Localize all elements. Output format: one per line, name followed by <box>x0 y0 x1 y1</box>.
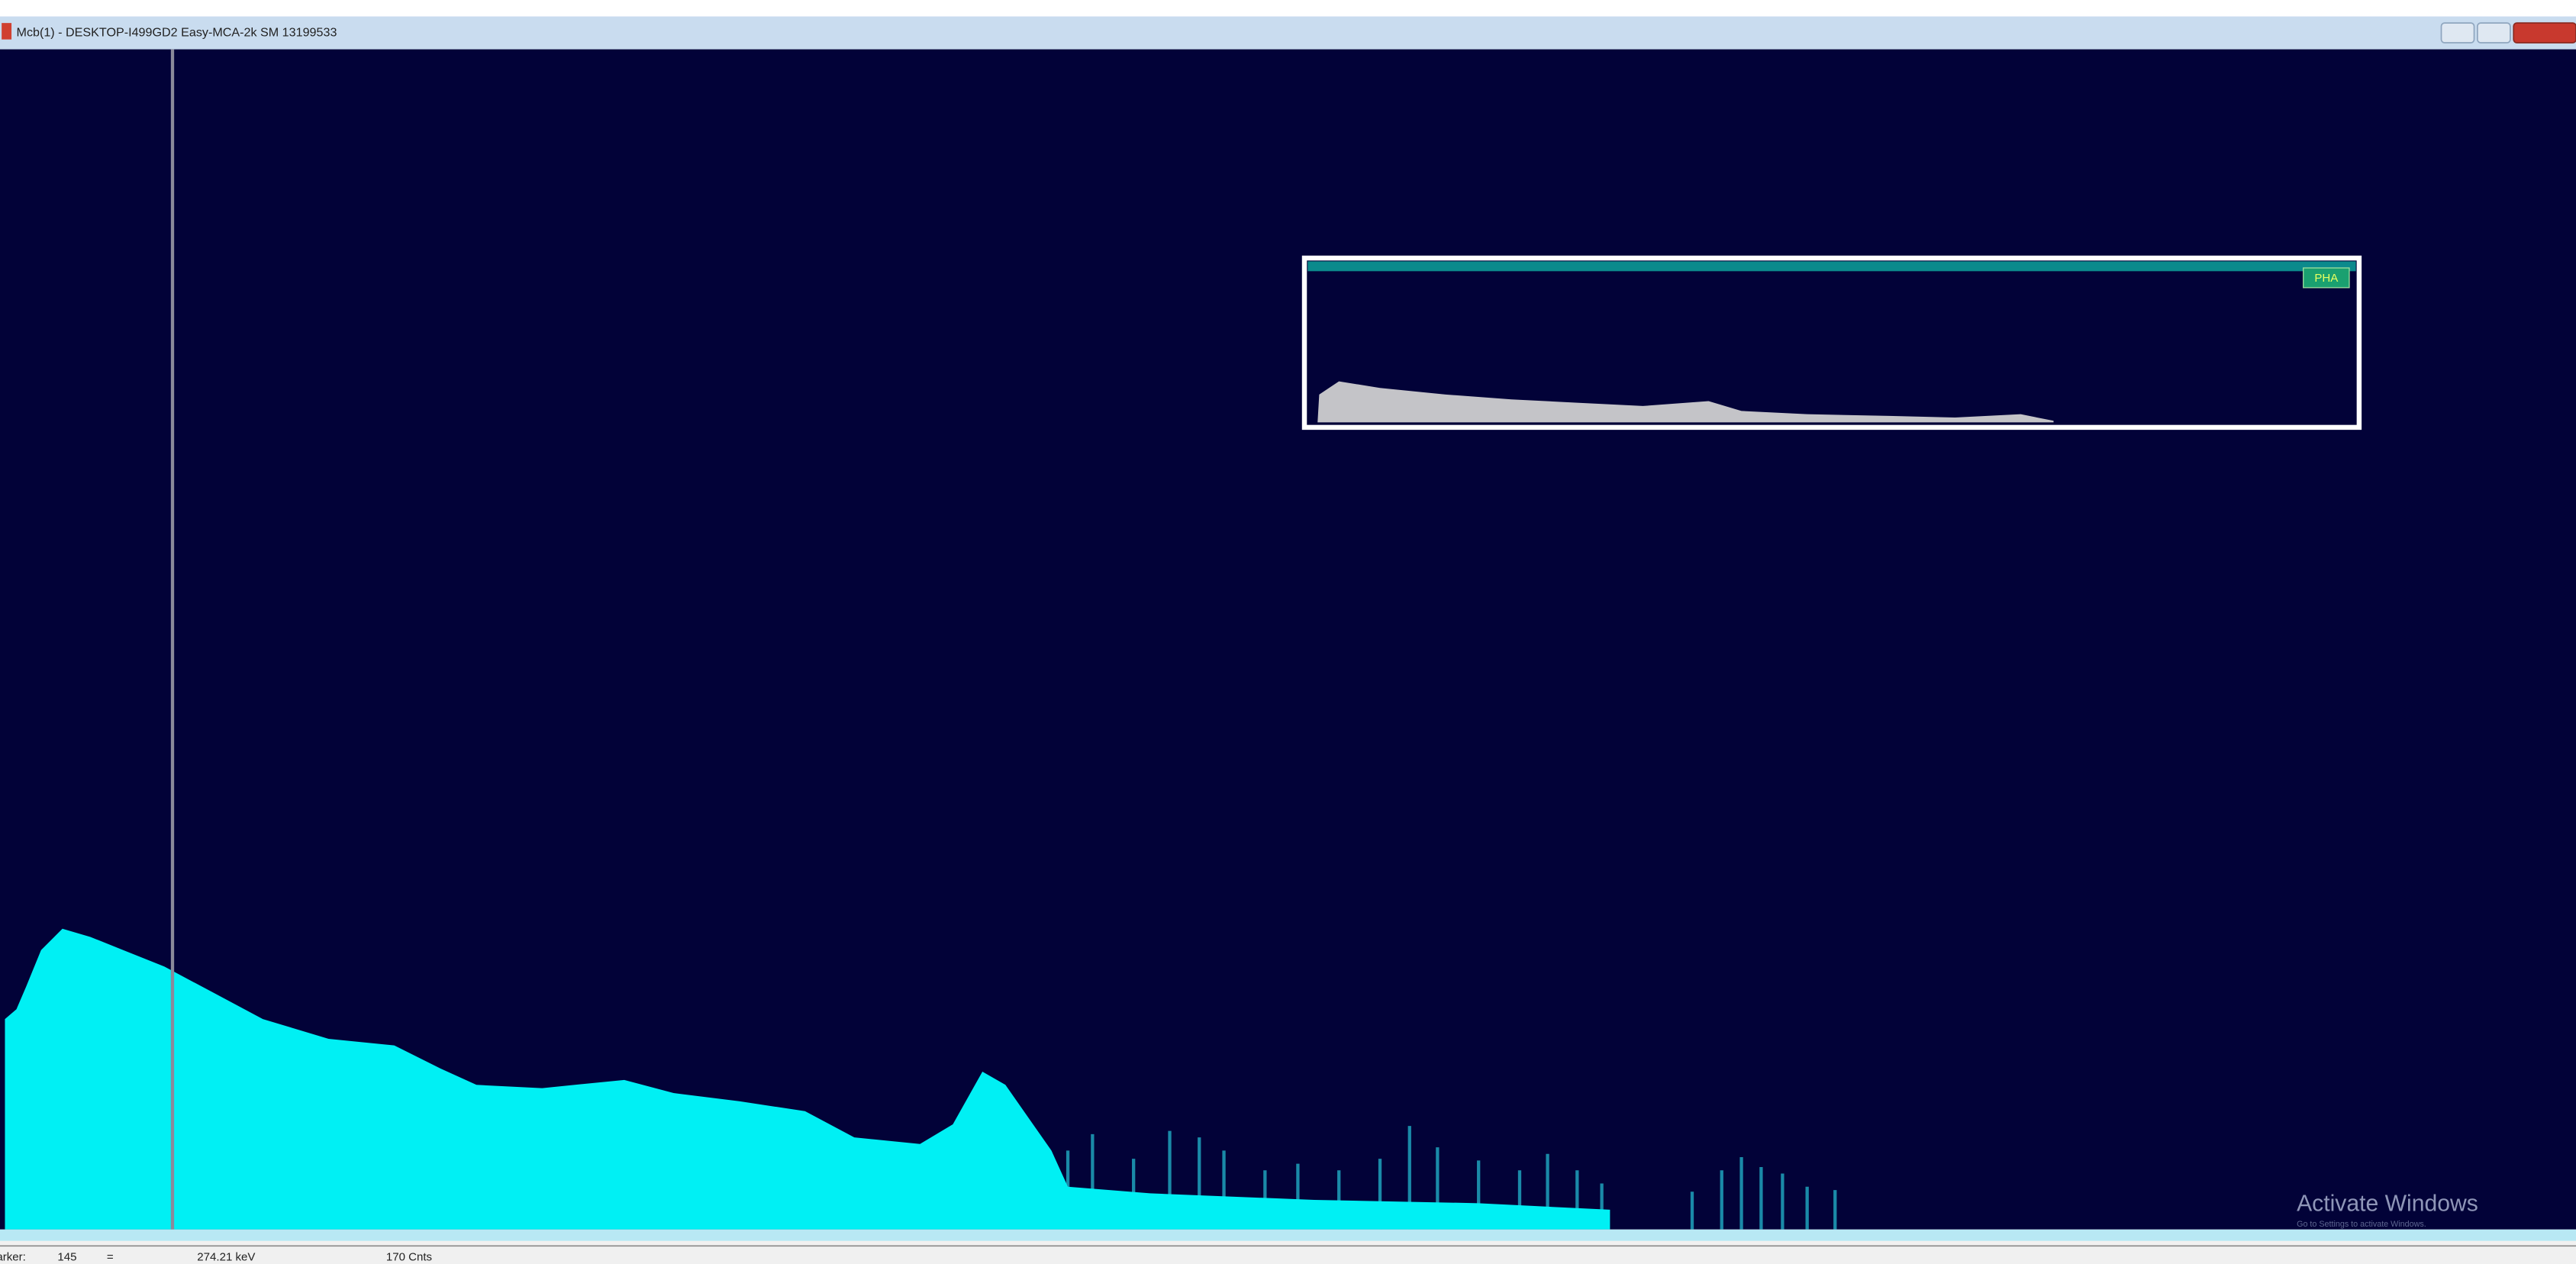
scroll-strip <box>0 1229 2576 1241</box>
pha-label: PHA <box>2314 272 2339 285</box>
watermark-subtitle: Go to Settings to activate Windows. <box>2297 1220 2426 1229</box>
watermark-title: Activate Windows <box>2297 1191 2478 1216</box>
marker-energy: 274.21 keV <box>197 1250 255 1263</box>
status-bar <box>0 1240 2576 1264</box>
title-bar <box>0 16 2576 50</box>
marker-label: Marker: <box>0 1250 26 1263</box>
maximize-button[interactable] <box>2476 22 2511 44</box>
equals-sign: = <box>107 1250 114 1263</box>
minimize-button[interactable] <box>2440 22 2475 44</box>
spectrum-area[interactable] <box>0 49 2576 1230</box>
window-title: Mcb(1) - DESKTOP-I499GD2 Easy-MCA-2k SM … <box>17 25 337 39</box>
overview-header <box>1307 261 2356 272</box>
overview-spectrum <box>1317 381 2054 423</box>
app-icon <box>2 23 12 40</box>
marker-channel: 145 <box>57 1250 76 1263</box>
close-button[interactable] <box>2513 22 2576 44</box>
pha-badge[interactable] <box>2303 267 2350 289</box>
spectrum <box>5 928 1610 1230</box>
marker-counts: 170 Cnts <box>386 1250 432 1263</box>
